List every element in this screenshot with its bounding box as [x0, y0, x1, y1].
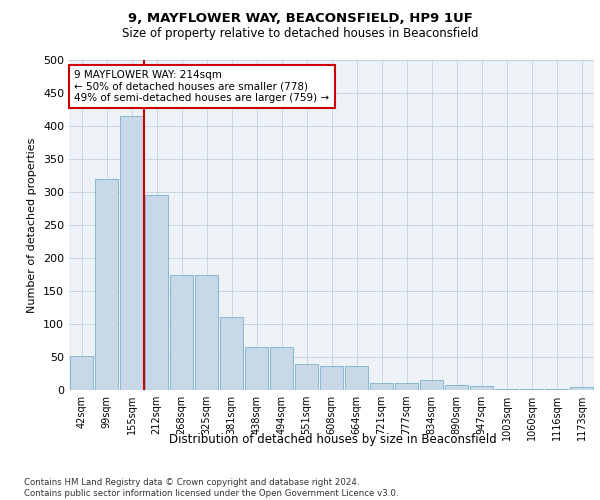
Bar: [445, 384, 469, 390]
Bar: [119, 116, 143, 390]
Bar: [95, 179, 118, 390]
Bar: [419, 380, 443, 390]
Bar: [295, 364, 319, 390]
Bar: [145, 196, 169, 390]
Bar: [344, 366, 368, 390]
Bar: [220, 318, 244, 390]
Text: 9, MAYFLOWER WAY, BEACONSFIELD, HP9 1UF: 9, MAYFLOWER WAY, BEACONSFIELD, HP9 1UF: [128, 12, 472, 26]
Bar: [370, 384, 394, 390]
Text: Contains HM Land Registry data © Crown copyright and database right 2024.
Contai: Contains HM Land Registry data © Crown c…: [24, 478, 398, 498]
Bar: [395, 384, 418, 390]
Bar: [70, 356, 94, 390]
Bar: [269, 347, 293, 390]
Bar: [245, 347, 268, 390]
Bar: [194, 274, 218, 390]
Bar: [170, 274, 193, 390]
Text: 9 MAYFLOWER WAY: 214sqm
← 50% of detached houses are smaller (778)
49% of semi-d: 9 MAYFLOWER WAY: 214sqm ← 50% of detache…: [74, 70, 329, 103]
Bar: [494, 388, 518, 390]
Bar: [320, 366, 343, 390]
Text: Size of property relative to detached houses in Beaconsfield: Size of property relative to detached ho…: [122, 28, 478, 40]
Y-axis label: Number of detached properties: Number of detached properties: [28, 138, 37, 312]
Bar: [569, 386, 593, 390]
Text: Distribution of detached houses by size in Beaconsfield: Distribution of detached houses by size …: [169, 432, 497, 446]
Bar: [470, 386, 493, 390]
